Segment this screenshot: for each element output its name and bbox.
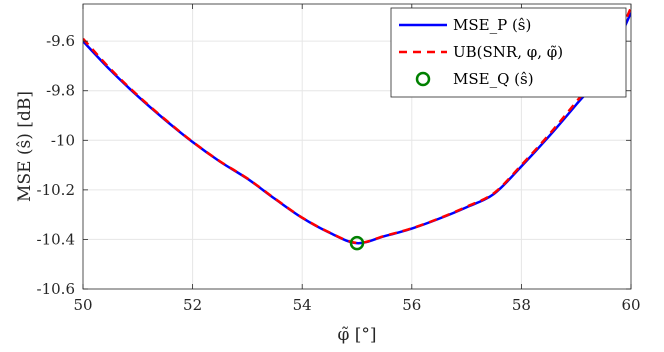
y-tick-label: -10.6 <box>37 280 75 298</box>
legend-label: UB(SNR, φ, φ̃) <box>453 43 563 61</box>
x-tick-label: 52 <box>183 296 202 314</box>
legend-swatch-mse-q <box>415 71 431 87</box>
y-axis-label: MSE (ŝ) [dB] <box>15 91 35 202</box>
legend: MSE_P (ŝ) UB(SNR, φ, φ̃) MSE_Q (ŝ) <box>390 7 627 98</box>
x-tick-label: 58 <box>512 296 531 314</box>
x-tick-labels: 50 52 54 56 58 60 <box>73 296 640 314</box>
series-marker-mse-q <box>349 235 365 251</box>
x-tick-label: 50 <box>73 296 92 314</box>
x-tick-label: 56 <box>402 296 421 314</box>
tick-marks <box>82 4 632 290</box>
y-tick-label: -9.6 <box>46 32 75 50</box>
legend-label: MSE_P (ŝ) <box>453 16 531 34</box>
y-tick-labels: -10.6 -10.4 -10.2 -10 -9.8 -9.6 <box>37 32 75 298</box>
data-series <box>83 7 631 251</box>
x-axis-label: φ̃ [°] <box>337 325 376 345</box>
y-tick-label: -9.8 <box>46 82 75 100</box>
series-line-ub <box>83 7 631 245</box>
y-tick-label: -10.2 <box>37 181 75 199</box>
plot-frame <box>82 3 632 290</box>
y-tick-label: -10.4 <box>37 230 75 248</box>
y-tick-label: -10 <box>51 131 75 149</box>
legend-label: MSE_Q (ŝ) <box>453 70 534 88</box>
x-tick-label: 54 <box>293 296 312 314</box>
x-tick-label: 60 <box>621 296 640 314</box>
